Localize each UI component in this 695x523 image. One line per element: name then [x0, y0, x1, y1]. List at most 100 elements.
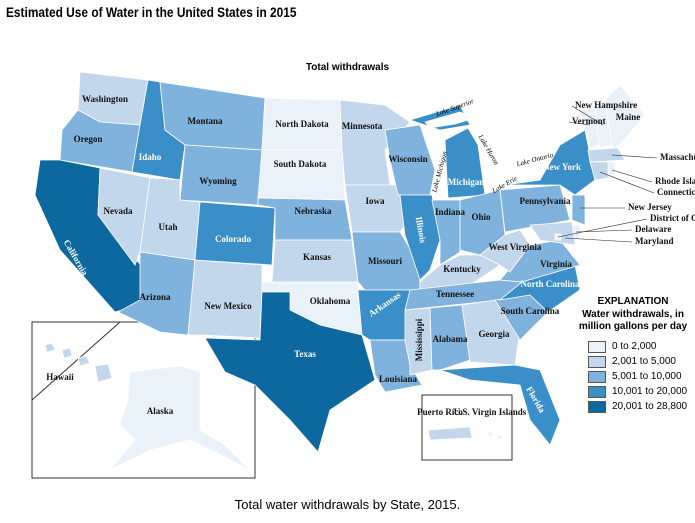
state-label: New Jersey: [628, 202, 672, 212]
state-label: Alabama: [432, 334, 468, 344]
state-shape: [439, 364, 561, 446]
state-label: New York: [543, 162, 581, 172]
state-shape: [399, 194, 441, 281]
state-label: New Mexico: [204, 301, 252, 311]
state-label: District of Columbia: [650, 213, 695, 223]
state-label: Delaware: [635, 224, 671, 234]
state-label: South Carolina: [501, 306, 560, 316]
state-shape: [187, 259, 263, 339]
legend-label: 20,001 to 28,800: [612, 401, 688, 412]
legend-label: 2,001 to 5,000: [612, 356, 676, 367]
state-label: Texas: [294, 349, 316, 359]
state-label: Puerto Rico: [417, 407, 463, 417]
state-shape: [44, 342, 56, 353]
state-shape: [604, 84, 646, 151]
legend-item: 10,001 to 20,000: [578, 384, 688, 399]
state-shape: [571, 194, 586, 226]
state-shape: [97, 167, 151, 266]
state-label: Ohio: [471, 212, 491, 222]
legend-swatch: [588, 355, 606, 368]
state-label: Pennsylvania: [519, 196, 571, 206]
state-shape: [529, 221, 576, 246]
state-label: Montana: [187, 116, 223, 126]
state-label: Massachusetts: [660, 152, 695, 162]
subtitle: Total withdrawals: [305, 62, 390, 73]
state-shape: [77, 355, 91, 367]
state-shape: [427, 426, 473, 441]
state-shape: [607, 161, 616, 176]
legend-item: 20,001 to 28,800: [578, 399, 688, 414]
legend-swatch: [588, 370, 606, 383]
leader-line: [557, 218, 648, 238]
state-label: Tennessee: [436, 289, 474, 299]
state-shape: [499, 184, 571, 233]
legend-item: 0 to 2,000: [578, 339, 688, 354]
state-shape: [109, 365, 251, 471]
state-label: Hawaii: [46, 372, 74, 382]
state-shape: [61, 347, 73, 359]
state-label: Rhode Island: [655, 176, 695, 186]
state-shape: [479, 229, 531, 273]
state-label: Washington: [82, 94, 128, 104]
state-label: Colorado: [215, 234, 252, 244]
leader-line: [568, 121, 591, 126]
state-shape: [429, 304, 471, 371]
state-label: West Virginia: [489, 242, 542, 252]
legend-item: 2,001 to 5,000: [578, 354, 688, 369]
state-label: Illinois: [414, 216, 429, 244]
state-label: Indiana: [435, 207, 466, 217]
state-label: Arizona: [140, 292, 171, 302]
state-label: Wyoming: [199, 176, 237, 186]
legend-label: 5,001 to 10,000: [612, 371, 682, 382]
state-label: Utah: [158, 222, 177, 232]
state-shape: [444, 127, 486, 199]
state-label: North Dakota: [275, 119, 329, 129]
state-label: Virginia: [540, 259, 572, 269]
state-label: Maine: [616, 112, 641, 122]
lake: [424, 111, 477, 129]
state-label: Mississippi: [414, 318, 424, 361]
state-label: Wisconsin: [388, 154, 427, 164]
state-label: Georgia: [479, 329, 510, 339]
state-shape: [431, 199, 461, 266]
state-label: South Dakota: [274, 159, 327, 169]
state-label: Missouri: [368, 256, 403, 266]
state-shape: [496, 434, 503, 440]
state-shape: [339, 99, 411, 186]
state-shape: [587, 147, 626, 163]
state-label: Louisiana: [379, 374, 418, 384]
state-label: Vermont: [572, 116, 606, 126]
state-label: Michigan: [448, 177, 485, 187]
leader-line: [564, 237, 633, 243]
state-label: Kansas: [303, 252, 332, 262]
state-label: Oklahoma: [310, 296, 351, 306]
state-label: Maryland: [635, 236, 674, 246]
leader-line: [611, 154, 658, 159]
state-label: Kentucky: [443, 264, 481, 274]
title: Estimated Use of Water in the United Sta…: [6, 4, 297, 20]
state-shape: [94, 363, 113, 383]
leader-line: [611, 169, 653, 183]
state-shape: [179, 144, 263, 206]
leader-line: [599, 171, 655, 194]
state-label: Minnesota: [342, 121, 383, 131]
state-label: Connecticut: [657, 187, 695, 197]
legend-swatch: [588, 400, 606, 413]
state-label: Nevada: [104, 206, 133, 216]
legend-title: EXPLANATION: [597, 296, 669, 307]
state-shape: [257, 149, 346, 201]
legend-swatch: [588, 340, 606, 353]
state-label: Nebraska: [294, 206, 332, 216]
leader-line: [571, 105, 604, 126]
state-label: U.S. Virgin Islands: [454, 407, 527, 417]
state-label: Idaho: [139, 152, 162, 162]
legend-subtitle: Water withdrawals, in million gallons pe…: [578, 309, 688, 332]
legend-swatch: [588, 385, 606, 398]
inset-frame: [421, 394, 513, 461]
state-shape: [194, 201, 276, 266]
legend-item: 5,001 to 10,000: [578, 369, 688, 384]
state-shape: [589, 161, 609, 181]
legend: EXPLANATION Water withdrawals, in millio…: [578, 296, 688, 414]
